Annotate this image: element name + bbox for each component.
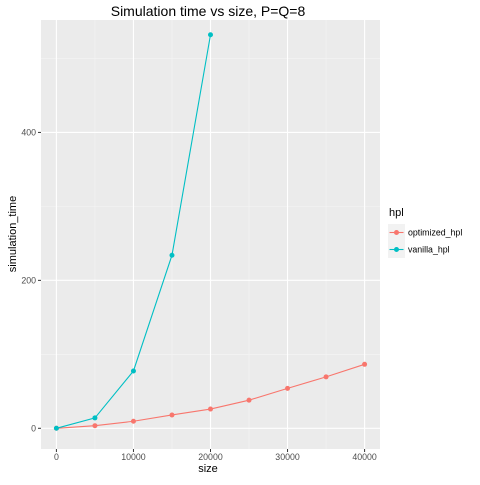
- y-tick-label: 200: [21, 275, 36, 285]
- data-point-optimized-hpl: [208, 406, 213, 412]
- x-tick-label: 30000: [275, 452, 300, 462]
- legend-label-vanilla-hpl: vanilla_hpl: [408, 245, 450, 255]
- legend-point-vanilla-hpl: [394, 247, 399, 252]
- x-tick-label: 20000: [198, 452, 223, 462]
- data-point-optimized-hpl: [323, 374, 329, 380]
- x-tick-label: 40000: [352, 452, 377, 462]
- ticks-layer: 0 10000 20000 30000 40000 0 200 400: [21, 127, 377, 462]
- data-point-optimized-hpl: [246, 397, 252, 403]
- grid-major: [41, 20, 380, 449]
- data-point-vanilla-hpl: [53, 425, 59, 431]
- legend-title: hpl: [389, 207, 404, 219]
- data-point-vanilla-hpl: [169, 252, 175, 258]
- data-point-vanilla-hpl: [130, 368, 136, 374]
- legend: hpl optimized_hpl vanilla_hpl: [388, 207, 462, 258]
- y-tick-label: 400: [21, 127, 36, 137]
- legend-point-optimized-hpl: [394, 230, 399, 235]
- series-layer: [53, 32, 368, 431]
- data-point-vanilla-hpl: [208, 32, 213, 38]
- y-tick-label: 0: [31, 423, 36, 433]
- data-point-optimized-hpl: [285, 385, 291, 391]
- chart-title: Simulation time vs size, P=Q=8: [111, 3, 306, 19]
- data-point-vanilla-hpl: [92, 415, 98, 421]
- data-point-optimized-hpl: [362, 361, 368, 367]
- data-point-optimized-hpl: [169, 412, 175, 418]
- x-axis-title: size: [198, 463, 218, 475]
- y-axis-title: simulation_time: [7, 196, 19, 272]
- x-tick-label: 0: [54, 452, 59, 462]
- x-tick-label: 10000: [121, 452, 146, 462]
- legend-label-optimized-hpl: optimized_hpl: [408, 228, 462, 238]
- data-point-optimized-hpl: [130, 418, 136, 424]
- data-point-optimized-hpl: [92, 423, 98, 429]
